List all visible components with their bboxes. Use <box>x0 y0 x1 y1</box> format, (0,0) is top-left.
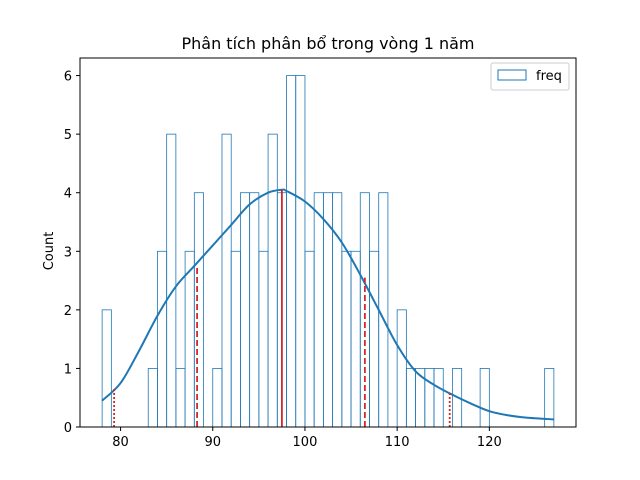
histogram-bar <box>378 192 389 428</box>
histogram-bar <box>249 192 260 428</box>
x-axis: 80 90 100 110 120 <box>112 427 502 450</box>
histogram-bar <box>166 133 177 428</box>
histogram-bar <box>101 309 112 428</box>
histogram-bar <box>433 368 444 428</box>
histogram-bar <box>157 250 168 428</box>
plot-frame <box>79 57 577 428</box>
y-tick-label: 3 <box>64 245 72 260</box>
histogram-bar <box>313 192 324 428</box>
histogram-bar <box>405 368 416 428</box>
histogram-bar <box>341 250 352 428</box>
y-tick-label: 1 <box>64 362 72 377</box>
y-tick-label: 5 <box>64 128 72 143</box>
histogram-bar <box>267 133 278 428</box>
y-tick-label: 6 <box>64 70 72 85</box>
kde-curve <box>101 188 554 421</box>
y-axis-label: Count <box>42 232 57 271</box>
histogram-bar <box>221 133 232 428</box>
histogram-bar <box>304 250 315 428</box>
legend: freq <box>490 62 570 91</box>
histogram-bar <box>147 368 158 428</box>
histogram-bar <box>230 250 241 428</box>
histogram-bar <box>479 368 490 428</box>
histogram-bar <box>396 309 407 428</box>
histogram-bar <box>193 192 204 428</box>
histogram-bar <box>424 368 435 428</box>
histogram-bar <box>286 75 297 428</box>
histogram-bar <box>212 368 223 428</box>
quantile-lines <box>113 189 451 427</box>
histogram-bar <box>184 250 195 428</box>
legend-swatch <box>497 69 527 81</box>
y-tick-label: 4 <box>64 187 72 202</box>
histogram-bar <box>175 368 186 428</box>
histogram-bar <box>332 192 343 428</box>
histogram-bar <box>295 75 306 428</box>
x-tick-label: 100 <box>293 435 318 450</box>
y-tick-label: 2 <box>64 304 72 319</box>
x-tick-label: 80 <box>112 435 129 450</box>
histogram-bar <box>258 250 269 428</box>
histogram-bar <box>240 192 251 428</box>
chart-title: Phân tích phân bổ trong vòng 1 năm <box>181 34 474 53</box>
y-axis: 0 1 2 3 4 5 6 <box>64 70 80 436</box>
x-tick-label: 110 <box>385 435 410 450</box>
y-tick-label: 0 <box>64 421 72 436</box>
histogram-bar <box>369 250 380 428</box>
x-tick-label: 90 <box>204 435 221 450</box>
legend-label-freq: freq <box>536 69 562 84</box>
x-tick-label: 120 <box>477 435 502 450</box>
histogram-bar <box>350 250 361 428</box>
bars-group <box>101 75 555 428</box>
